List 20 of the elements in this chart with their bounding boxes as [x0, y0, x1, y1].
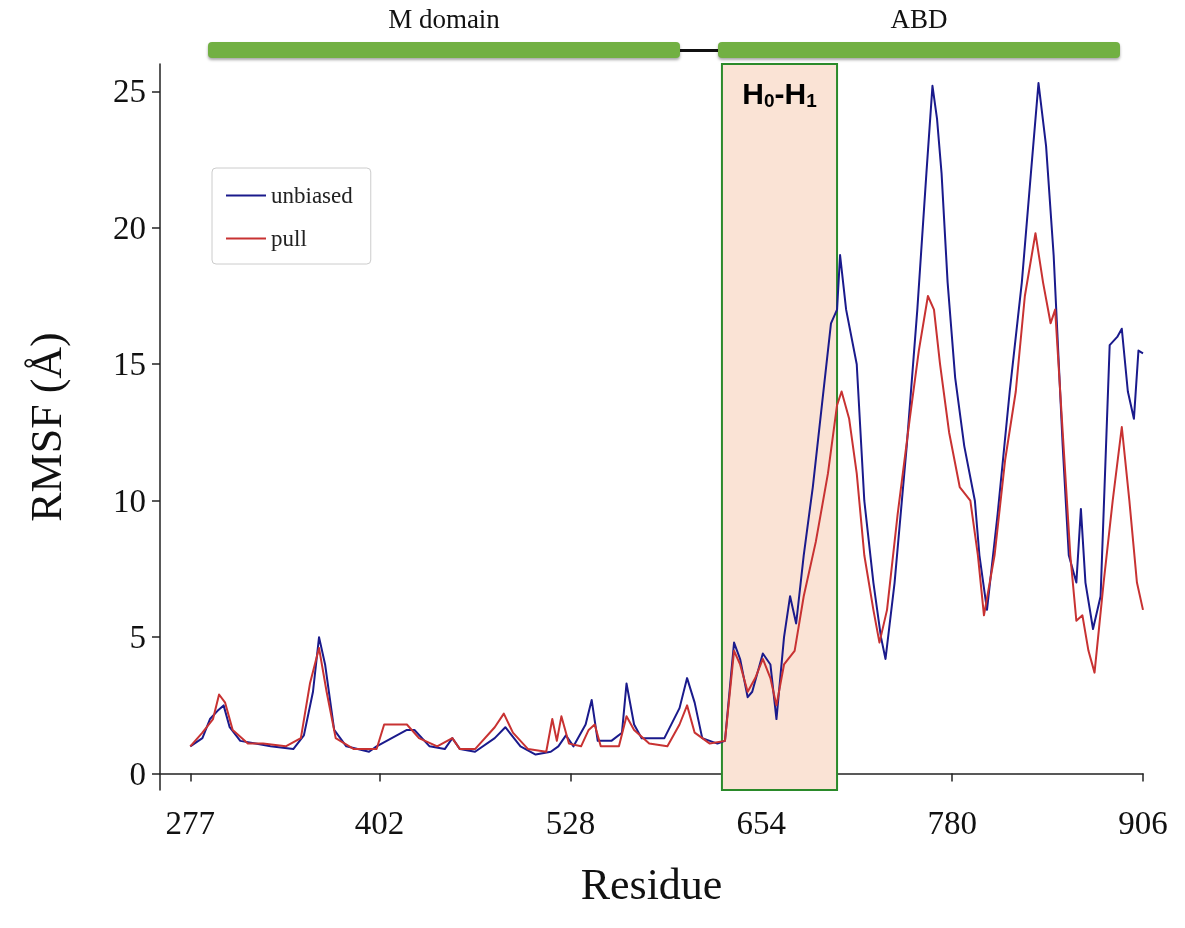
- y-tick-label: 10: [113, 482, 146, 519]
- y-tick-label: 5: [129, 619, 146, 656]
- x-tick-label: 528: [545, 804, 596, 841]
- y-tick-label: 0: [129, 755, 146, 792]
- x-tick-label: 906: [1118, 804, 1168, 841]
- y-tick-label: 25: [113, 73, 146, 110]
- x-tick-label: 402: [354, 804, 405, 841]
- text: ABD: [889, 4, 949, 35]
- y-axis-title: RMSF (Å): [21, 332, 71, 522]
- x-tick-label: 654: [736, 804, 787, 841]
- x-tick-label: 277: [165, 804, 216, 841]
- y-tick-label: 20: [113, 209, 146, 246]
- x-tick-label: 780: [927, 804, 977, 841]
- y-tick-label: 15: [113, 346, 146, 383]
- text: M domain: [387, 4, 501, 35]
- legend-label: pull: [271, 226, 307, 251]
- x-axis-title: Residue: [580, 859, 723, 909]
- legend-label: unbiased: [271, 183, 354, 208]
- line-series: [189, 232, 1144, 753]
- line-series: [189, 82, 1144, 756]
